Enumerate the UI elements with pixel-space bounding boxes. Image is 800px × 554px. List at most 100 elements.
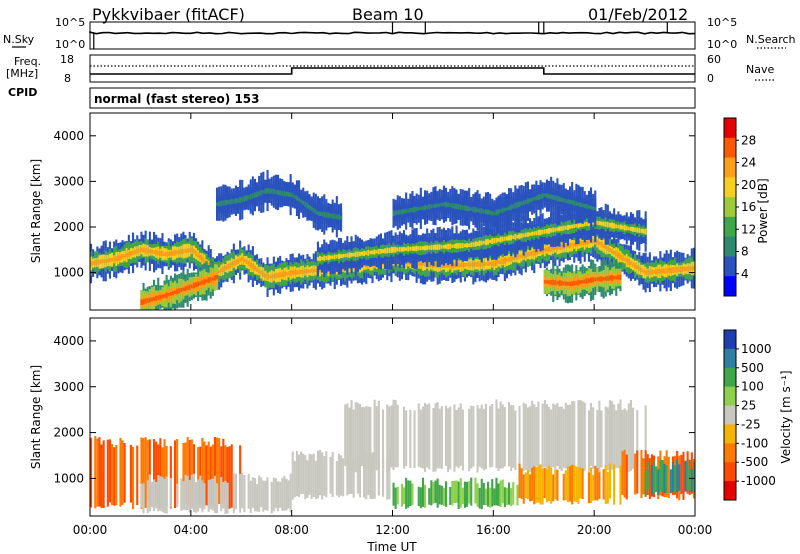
velocity-cell: [279, 481, 282, 508]
velocity-cell: [611, 400, 614, 470]
power-cell: [186, 285, 189, 290]
power-cell: [594, 277, 597, 282]
power-cell: [178, 288, 181, 294]
power-cell: [638, 227, 641, 233]
velocity-cell: [169, 446, 172, 509]
power-cell: [369, 250, 372, 255]
power-cell: [285, 272, 288, 276]
power-colorbar-segment: [724, 216, 736, 238]
velocity-cell: [424, 402, 427, 473]
velocity-cell: [646, 461, 649, 490]
power-colorbar-label: Power [dB]: [756, 178, 770, 243]
power-cell: [430, 245, 433, 250]
power-cell: [636, 227, 639, 233]
power-cell: [596, 277, 599, 282]
velocity-cell: [447, 408, 450, 472]
power-cell: [306, 269, 309, 274]
velocity-plot-area: [90, 399, 695, 514]
power-cell: [573, 200, 576, 206]
power-cell: [615, 224, 618, 229]
power-cell: [209, 277, 212, 282]
power-cell: [272, 273, 275, 279]
velocity-cell: [495, 399, 498, 468]
power-cell: [495, 260, 498, 266]
power-cell: [585, 278, 588, 284]
power-cell: [323, 255, 326, 261]
power-cell: [270, 188, 273, 194]
power-cell: [569, 225, 572, 229]
velocity-cell: [159, 438, 162, 508]
power-cell: [684, 267, 687, 272]
velocity-cell: [466, 481, 469, 507]
velocity-cell: [356, 454, 359, 494]
power-cell: [550, 194, 553, 200]
power-cell: [445, 201, 448, 208]
velocity-cell: [285, 478, 288, 511]
nsky-tick-low: 10^0: [55, 38, 85, 51]
power-cell: [241, 257, 244, 261]
velocity-cell: [438, 484, 441, 505]
power-colorbar-segment: [724, 157, 736, 178]
power-cell: [516, 202, 519, 208]
velocity-cell: [533, 466, 536, 505]
velocity-cell: [436, 402, 439, 469]
velocity-cell: [442, 488, 445, 506]
power-cell: [560, 244, 563, 250]
power-cell: [396, 247, 399, 252]
power-cell: [396, 210, 399, 215]
velocity-cell: [522, 474, 525, 504]
power-cell: [365, 251, 368, 255]
power-cell: [487, 239, 490, 245]
power-cell: [394, 246, 397, 253]
power-cell: [319, 267, 322, 273]
power-cell: [354, 251, 357, 258]
power-cell: [566, 224, 569, 230]
power-cell: [445, 264, 448, 268]
power-cell: [459, 263, 462, 267]
power-cell: [478, 240, 481, 247]
power-cell: [274, 190, 277, 194]
power-cell: [550, 279, 553, 285]
velocity-cell: [653, 460, 656, 494]
velocity-cell: [111, 444, 114, 506]
velocity-cell: [369, 453, 372, 499]
velocity-cell: [367, 451, 370, 496]
velocity-colorbar-segment: [724, 462, 736, 482]
velocity-cell: [142, 483, 145, 514]
power-cell: [678, 267, 681, 272]
velocity-cell: [636, 450, 639, 494]
velocity-cell: [541, 468, 544, 505]
power-cell: [207, 277, 210, 284]
velocity-cell: [300, 451, 303, 495]
power-cell: [598, 241, 601, 246]
velocity-cell: [354, 402, 357, 473]
power-cell: [554, 280, 557, 286]
power-cell: [636, 265, 639, 270]
power-cell: [503, 257, 506, 264]
power-cell: [510, 204, 513, 211]
power-cell: [602, 244, 605, 248]
power-cell: [308, 204, 311, 210]
velocity-cell: [621, 451, 624, 495]
velocity-cell: [205, 445, 208, 506]
velocity-cell: [102, 440, 105, 508]
power-colorbar-tick: 28: [741, 133, 756, 147]
velocity-cell: [617, 403, 620, 469]
power-cell: [667, 267, 670, 274]
velocity-cell: [226, 482, 229, 514]
power-cell: [171, 291, 174, 296]
power-cell: [119, 254, 122, 261]
power-cell: [554, 227, 557, 232]
power-cell: [197, 281, 200, 287]
velocity-cell: [182, 443, 185, 504]
power-cell: [407, 208, 410, 213]
velocity-cell: [306, 460, 309, 498]
power-cell: [634, 263, 637, 269]
velocity-cell: [596, 409, 599, 469]
velocity-cell: [386, 404, 389, 473]
velocity-cell: [529, 474, 532, 502]
velocity-cell: [642, 458, 645, 495]
power-cell: [543, 248, 546, 252]
power-cell: [140, 247, 143, 253]
velocity-cell: [115, 445, 118, 506]
